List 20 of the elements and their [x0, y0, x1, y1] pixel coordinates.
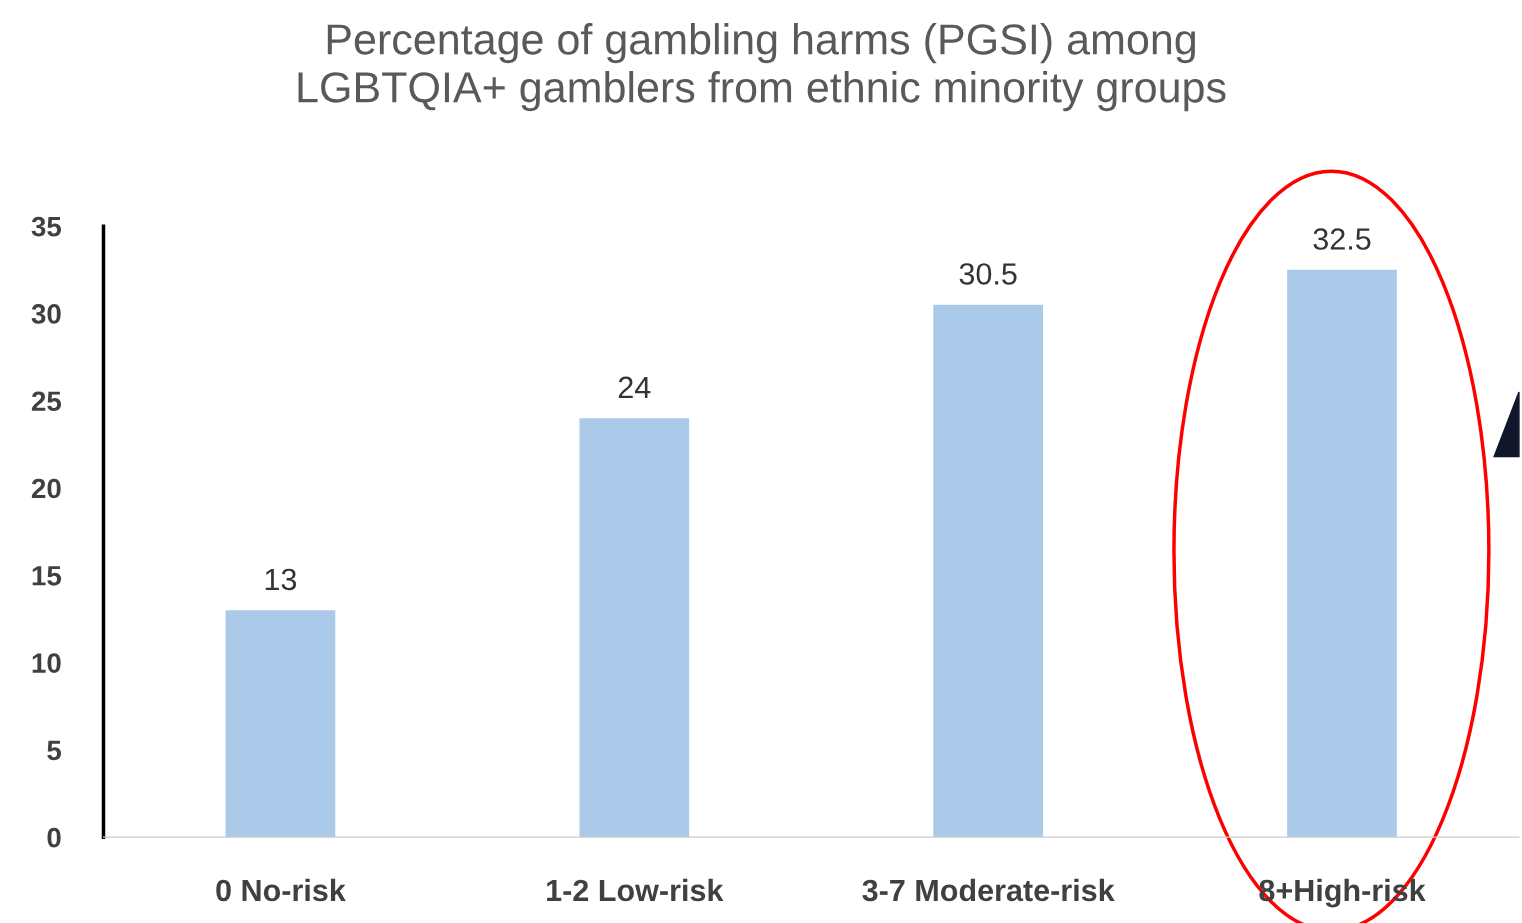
y-tick-label: 0 [47, 827, 61, 848]
y-tick-label: 30 [31, 304, 61, 324]
y-tick-label: 20 [31, 478, 61, 499]
y-tick-label: 10 [32, 653, 61, 673]
x-tick-label: 3-7 Moderate-risk [862, 878, 1115, 902]
y-tick-label: 15 [32, 566, 62, 586]
data-label: 24 [618, 376, 651, 398]
bar [933, 304, 1044, 838]
bar [1287, 269, 1397, 838]
x-tick-label: 0 No-risk [216, 878, 346, 902]
bar [225, 610, 336, 838]
data-label: 30.5 [959, 263, 1017, 285]
y-tick-label: 35 [31, 216, 62, 237]
x-tick-label: 1-2 Low-risk [547, 878, 724, 902]
data-label: 13 [265, 568, 297, 591]
data-label: 32.5 [1313, 228, 1371, 250]
chart-title: Percentage of gambling harms (PGSI) among LGBTQIA+ gamblers from ethnic minority groups [298, 23, 1226, 112]
y-tick-label: 5 [47, 740, 62, 761]
bar [579, 418, 690, 838]
y-tick-label: 25 [31, 391, 62, 412]
